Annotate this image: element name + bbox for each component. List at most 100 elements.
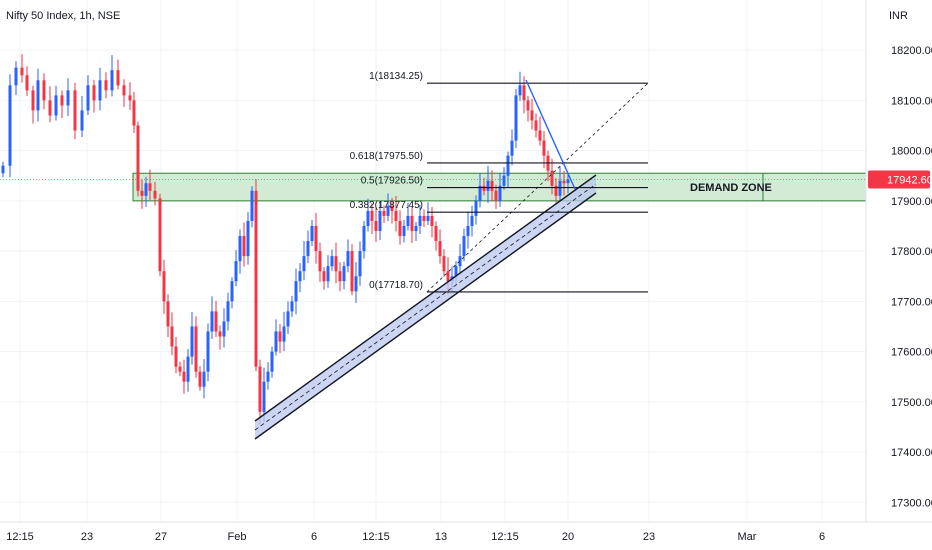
candle-body (246, 220, 250, 257)
candle-body (110, 70, 114, 91)
candle-body (14, 67, 18, 86)
channel-upper-line[interactable] (254, 174, 597, 422)
candle-body (206, 331, 210, 372)
x-tick-label: 23 (81, 531, 93, 543)
candle-body (382, 210, 386, 216)
candle-body (514, 95, 518, 141)
y-tick-label: 17500.00 (891, 397, 932, 409)
candle-body (526, 100, 530, 111)
candle-body (136, 125, 140, 191)
candle-body (266, 371, 270, 382)
fib-level-label: 1(18134.25) (369, 71, 423, 82)
candle-body (466, 225, 470, 237)
demand-zone-label: DEMAND ZONE (690, 182, 772, 194)
x-tick-label: 13 (435, 531, 447, 543)
x-tick-label: Mar (738, 531, 757, 543)
candle-body (286, 311, 290, 327)
candle-body (218, 331, 222, 337)
candle-body (122, 85, 126, 96)
candle-body (290, 301, 294, 312)
candle-body (278, 331, 282, 342)
candle-body (270, 351, 274, 372)
candle-body (144, 183, 148, 196)
y-tick-label: 17700.00 (891, 296, 932, 308)
candle-body (104, 80, 108, 91)
candle-body (406, 215, 410, 226)
candle-body (258, 366, 262, 412)
y-tick-label: 17600.00 (891, 347, 932, 359)
last-price-value: 17942.60 (887, 174, 932, 186)
candle-body (554, 185, 558, 196)
candle-body (394, 210, 398, 221)
candle-body (48, 100, 52, 116)
candle-body (562, 180, 566, 184)
candle-body (242, 236, 246, 257)
trend-channel[interactable] (254, 174, 597, 440)
candle-body (446, 271, 450, 282)
candle-body (530, 110, 534, 121)
candle-body (426, 215, 430, 221)
candle-body (226, 301, 230, 322)
candle-body (92, 85, 96, 101)
candle-body (534, 120, 538, 131)
channel-lower-line[interactable] (254, 192, 597, 440)
candle-body (158, 198, 162, 272)
candle-body (314, 225, 318, 252)
candle-body (438, 241, 442, 257)
candle-body (234, 261, 238, 282)
fib-level-label: 0.5(17926.50) (361, 176, 423, 187)
candle-body (390, 205, 394, 211)
candle-body (458, 256, 462, 267)
candle-body (510, 140, 514, 156)
fib-level-label: 0.618(17975.50) (350, 151, 423, 162)
candle-body (166, 301, 170, 327)
candle-body (346, 251, 350, 267)
candle-body (148, 183, 152, 191)
candle-body (462, 236, 466, 257)
candle-body (73, 90, 77, 131)
x-tick-label: 12:15 (491, 531, 519, 543)
y-tick-label: 18200.00 (891, 45, 932, 57)
candle-body (128, 95, 132, 101)
x-tick-label: 27 (155, 531, 167, 543)
candle-body (182, 371, 186, 382)
candle-body (153, 190, 157, 199)
candle-body (170, 326, 174, 347)
fib-trend-line (426, 82, 649, 293)
y-tick-label: 17800.00 (891, 246, 932, 258)
candle-body (354, 276, 358, 292)
fibonacci-retracement[interactable]: 1(18134.25) 0.618(17975.50) 0.5(17926.50) 0… (350, 71, 649, 293)
last-price-tag: 17942.60 (0, 170, 932, 189)
candle-body (116, 70, 120, 86)
candle-body (282, 326, 286, 342)
candle-body (566, 179, 570, 184)
candle-body (198, 371, 202, 387)
x-tick-label: 23 (643, 531, 655, 543)
candle-body (238, 236, 242, 262)
candle-body (370, 210, 374, 221)
candle-body (478, 185, 482, 201)
candle-body (422, 215, 426, 221)
candle-body (54, 95, 58, 116)
candle-body (86, 85, 90, 111)
candle-body (498, 185, 502, 201)
candle-body (222, 321, 226, 337)
price-axis[interactable]: 17300.00 17400.00 17500.00 17600.00 17700.00… (891, 45, 932, 509)
candle-body (186, 356, 190, 382)
candle-body (326, 266, 330, 282)
candles-group (1, 54, 570, 424)
time-axis[interactable]: 12:15 23 27 Feb 6 12:15 13 12:15 20 23 Mar 6 (6, 531, 825, 543)
candle-body (362, 225, 366, 252)
y-tick-label: 18000.00 (891, 146, 932, 158)
candle-body (374, 220, 378, 232)
candle-body (522, 85, 526, 101)
y-tick-label: 17400.00 (891, 447, 932, 459)
y-tick-label: 17300.00 (891, 497, 932, 509)
candle-body (334, 256, 338, 272)
candle-body (542, 140, 546, 156)
candle-body (386, 205, 390, 216)
candle-body (418, 215, 422, 226)
candle-body (378, 210, 382, 232)
descending-trend-line[interactable] (525, 79, 576, 190)
